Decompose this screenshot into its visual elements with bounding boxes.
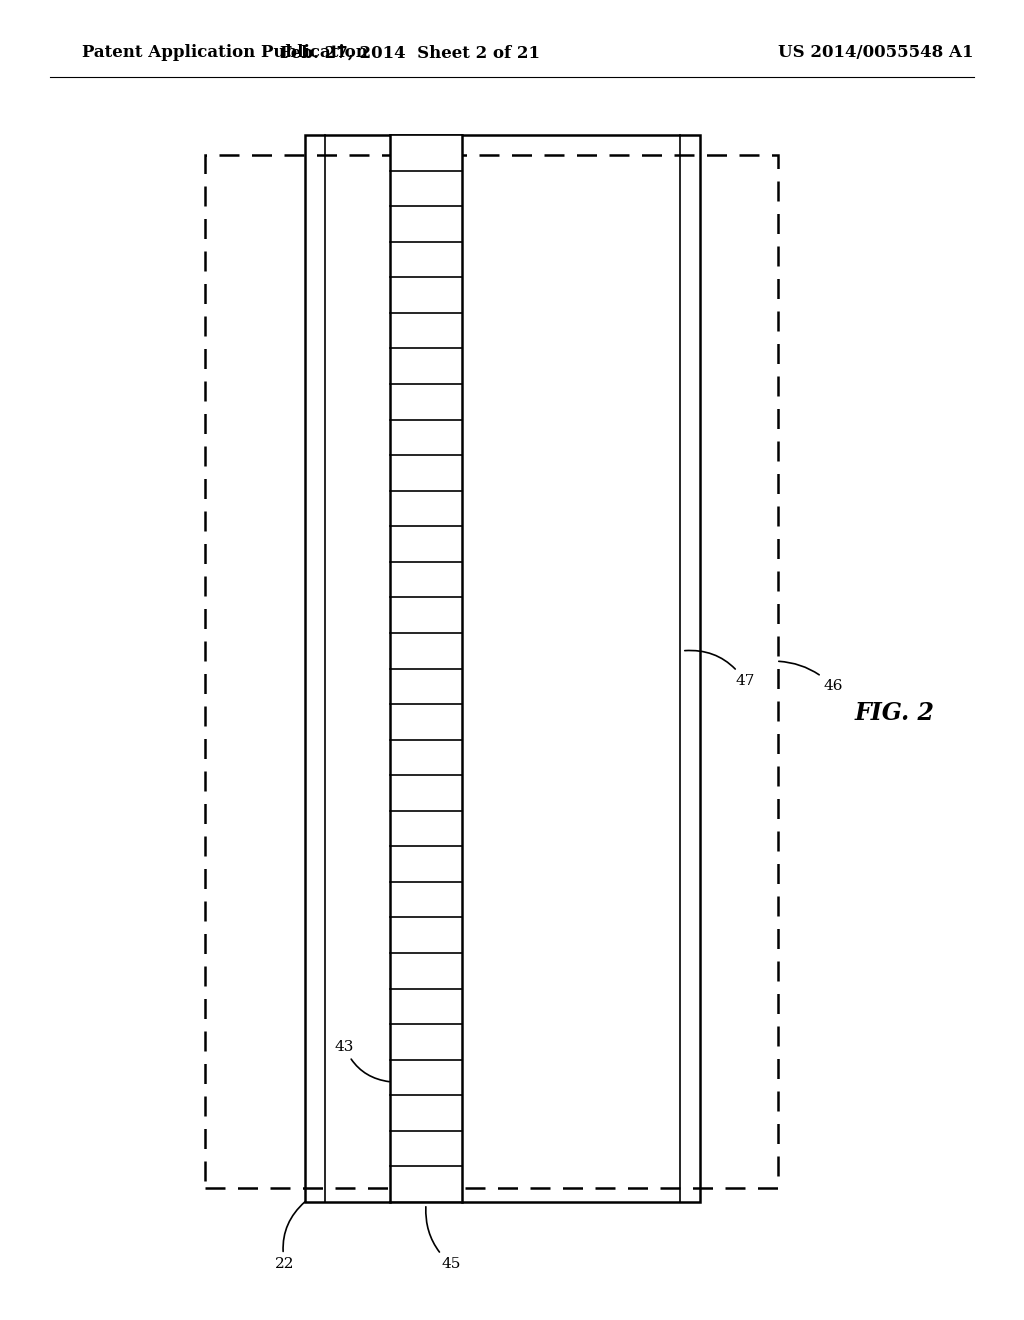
Text: 47: 47 <box>685 651 755 688</box>
Text: Feb. 27, 2014  Sheet 2 of 21: Feb. 27, 2014 Sheet 2 of 21 <box>280 45 540 61</box>
Text: Patent Application Publication: Patent Application Publication <box>82 45 368 61</box>
Text: 43: 43 <box>335 1040 389 1081</box>
Text: 22: 22 <box>275 1201 305 1271</box>
Text: FIG. 2: FIG. 2 <box>855 701 935 725</box>
Bar <box>390 135 462 1203</box>
Text: US 2014/0055548 A1: US 2014/0055548 A1 <box>778 45 974 61</box>
Text: 46: 46 <box>779 661 843 693</box>
Bar <box>205 154 778 1188</box>
Text: 45: 45 <box>426 1206 461 1271</box>
Bar <box>305 135 700 1203</box>
